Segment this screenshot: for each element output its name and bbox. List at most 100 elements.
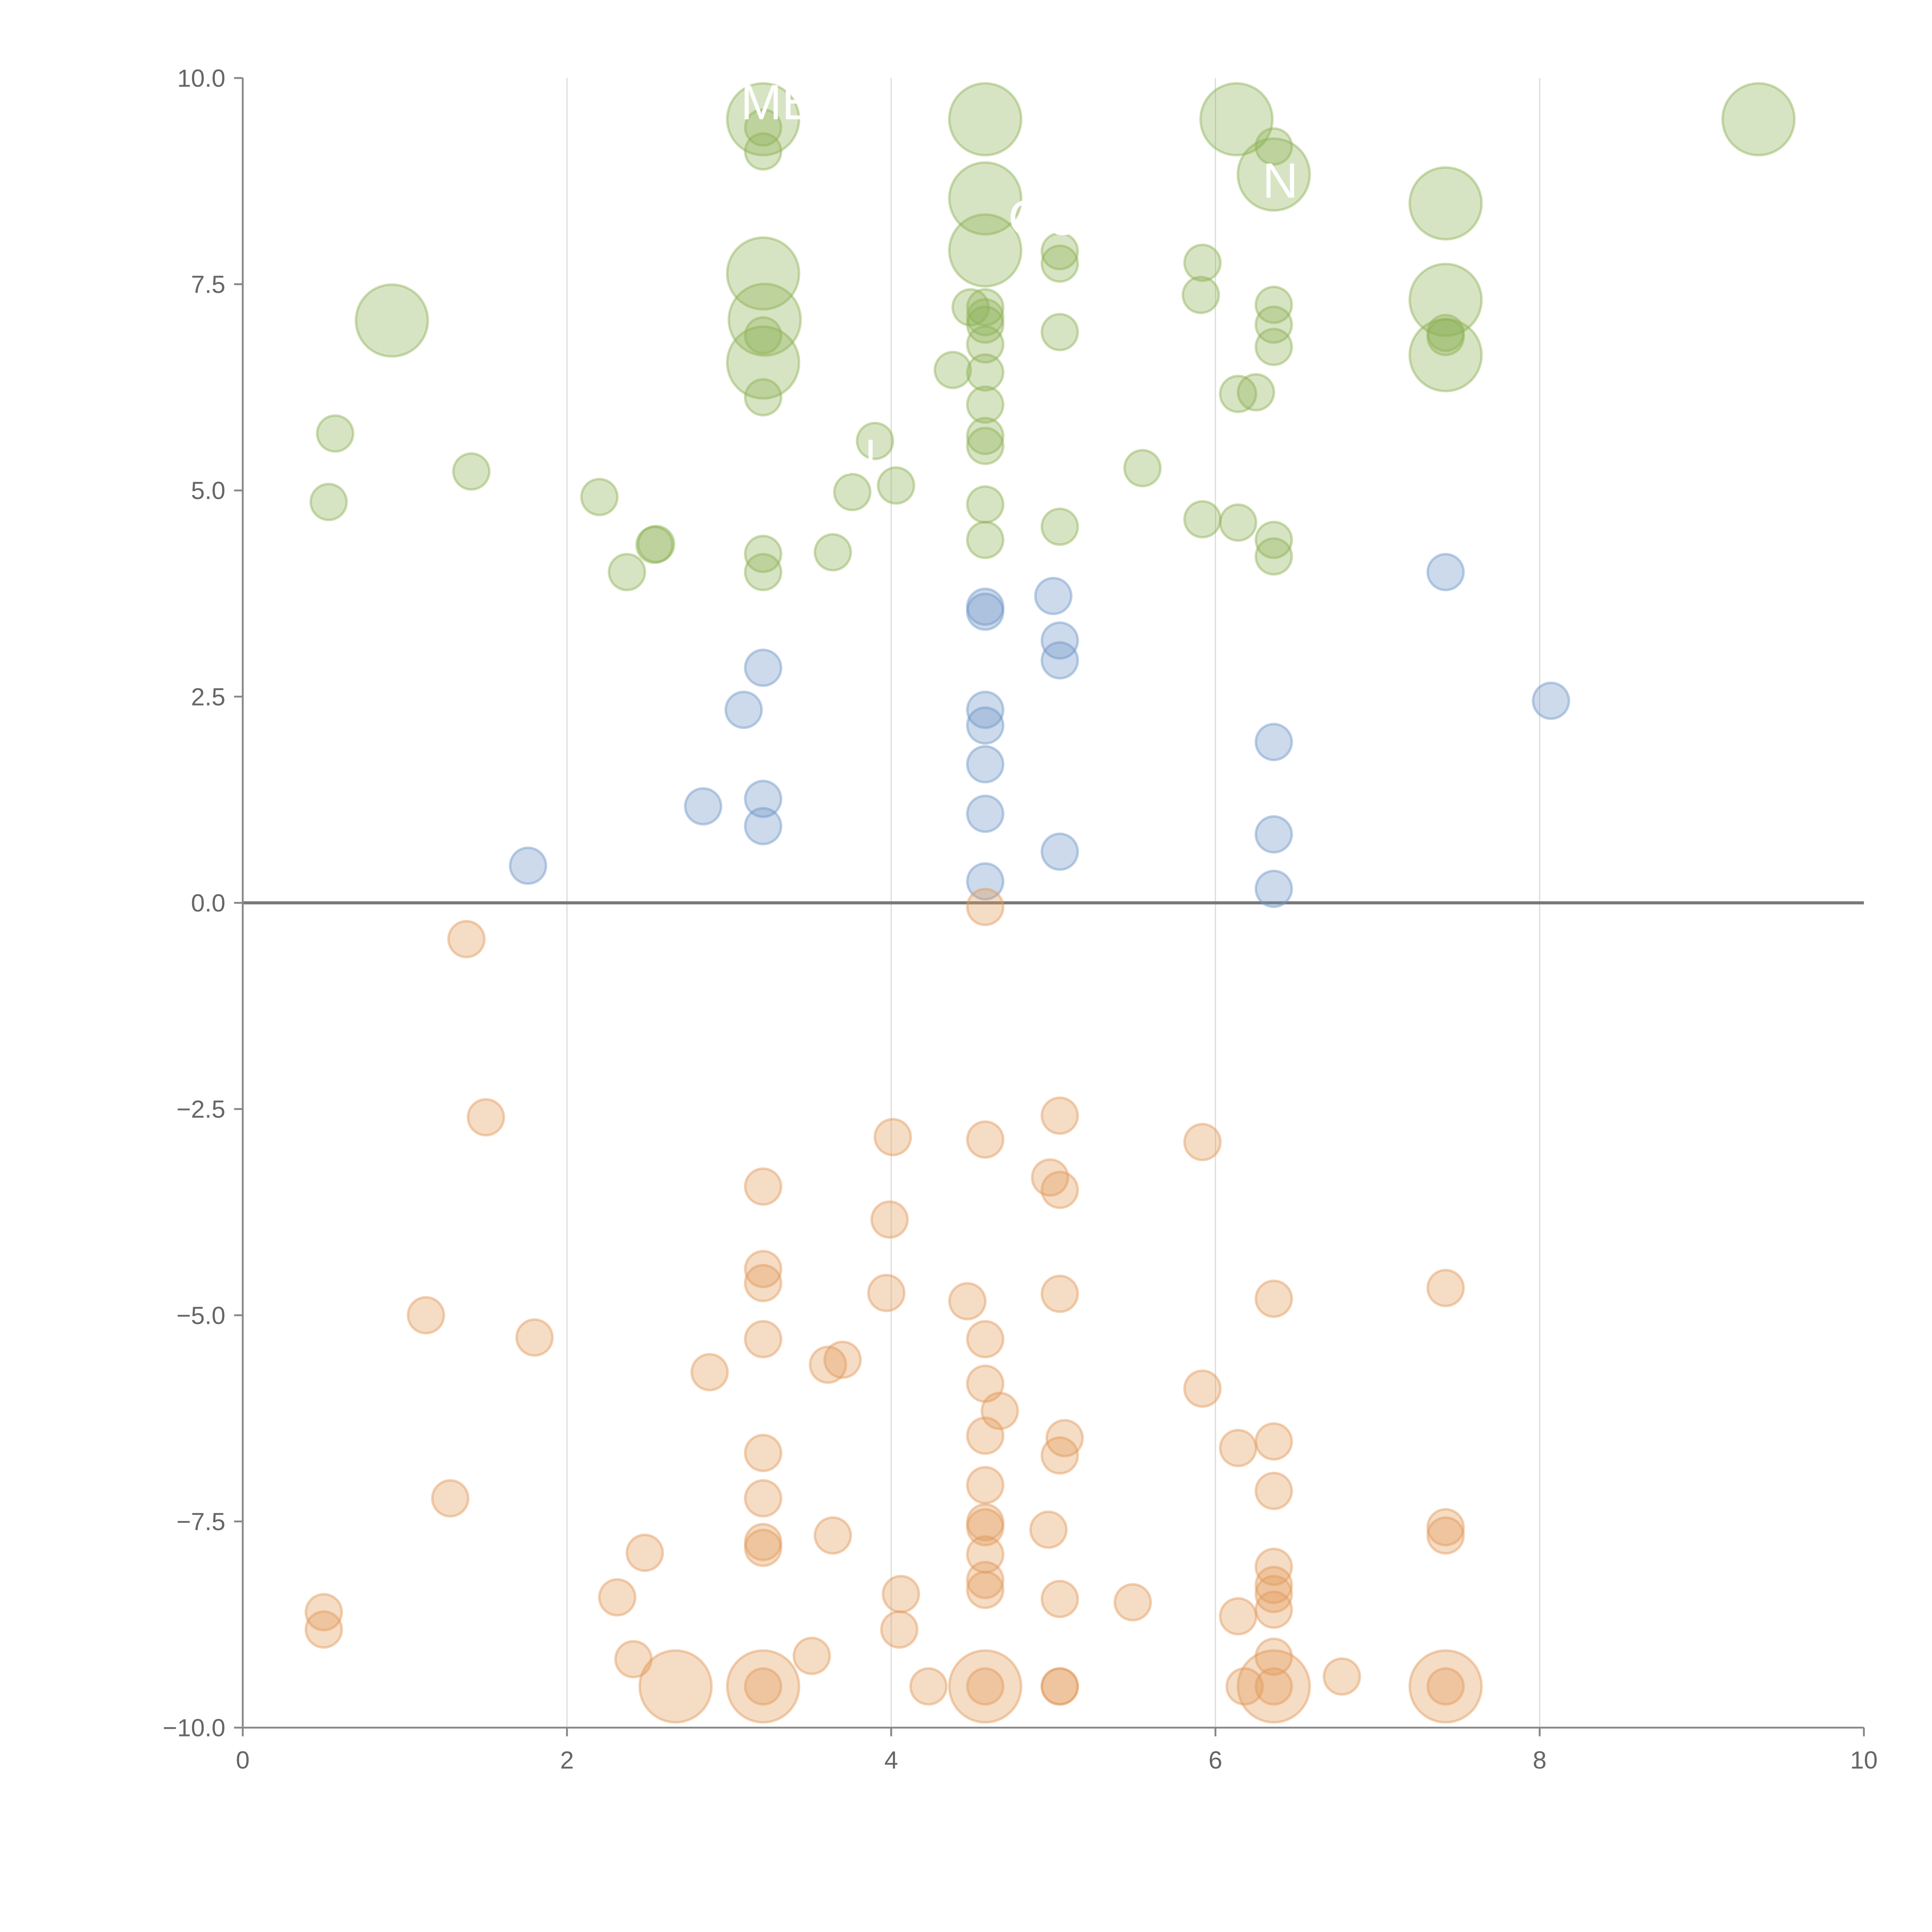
green-bubble — [1236, 373, 1276, 412]
green-bubble — [855, 422, 895, 460]
green-bubble — [744, 132, 782, 171]
orange-bubble — [870, 1200, 909, 1239]
annotation-label: CO — [1008, 190, 1082, 246]
green-bubble — [948, 82, 1022, 156]
orange-bubble — [1426, 1269, 1465, 1308]
orange-bubble — [1236, 1649, 1311, 1724]
green-bubble — [1199, 82, 1274, 156]
annotation-label: N — [841, 430, 877, 485]
green-bubble — [966, 298, 1005, 337]
orange-bubble — [873, 1118, 912, 1156]
green-bubble — [966, 520, 1005, 559]
orange-bubble — [966, 888, 1005, 926]
x-tick-label: 8 — [1533, 1746, 1547, 1774]
orange-bubble — [1254, 1637, 1293, 1676]
blue-bubble — [966, 862, 1005, 901]
y-tick-label: −10.0 — [163, 1714, 225, 1742]
green-bubble — [728, 282, 802, 357]
orange-bubble — [304, 1610, 343, 1649]
y-tick-label: 7.5 — [191, 270, 225, 298]
green-bubble — [607, 553, 646, 592]
green-bubble — [948, 161, 1022, 236]
blue-bubble — [744, 779, 782, 818]
blue-bubble — [684, 787, 723, 826]
orange-bubble — [880, 1610, 919, 1649]
green-bubble — [966, 485, 1005, 524]
orange-bubble — [1254, 1590, 1293, 1629]
y-tick-label: 10.0 — [177, 64, 226, 92]
blue-bubble — [966, 706, 1005, 745]
green-bubble — [813, 533, 852, 572]
y-tick-label: 2.5 — [191, 683, 225, 711]
green-bubble — [966, 325, 1005, 364]
blue-bubble — [966, 690, 1005, 729]
orange-bubble — [744, 1250, 782, 1288]
data-points — [304, 82, 1796, 1724]
orange-bubble — [1041, 1667, 1079, 1706]
orange-bubble — [980, 1391, 1019, 1430]
green-bubble — [1408, 318, 1483, 393]
x-tick-label: 0 — [236, 1746, 250, 1774]
orange-bubble — [1183, 1369, 1222, 1408]
orange-bubble — [793, 1636, 831, 1675]
orange-bubble — [744, 1320, 782, 1359]
orange-bubble — [1045, 1419, 1084, 1458]
blue-bubble — [1532, 681, 1570, 720]
green-bubble — [1219, 374, 1257, 413]
orange-bubble — [966, 1503, 1005, 1542]
green-bubble — [744, 534, 782, 573]
orange-bubble — [744, 1264, 782, 1303]
green-bubble — [744, 108, 782, 147]
orange-bubble — [744, 1167, 782, 1206]
orange-bubble — [1254, 1548, 1293, 1586]
green-bubble — [1123, 449, 1162, 488]
green-bubble — [726, 325, 801, 400]
orange-bubble — [1426, 1516, 1465, 1555]
green-bubble — [966, 385, 1005, 424]
green-bubble — [635, 526, 674, 564]
green-bubble — [316, 414, 355, 453]
orange-bubble — [744, 1479, 782, 1518]
blue-bubble — [1254, 723, 1293, 761]
blue-bubble — [966, 745, 1005, 784]
orange-bubble — [1254, 1279, 1293, 1318]
orange-bubble — [1323, 1657, 1361, 1696]
x-tick-label: 2 — [560, 1746, 574, 1774]
orange-bubble — [966, 1320, 1005, 1359]
x-tick-label: 6 — [1209, 1746, 1223, 1774]
blue-bubble — [1426, 553, 1465, 592]
orange-bubble — [614, 1640, 653, 1679]
green-bubble — [1041, 313, 1079, 352]
green-bubble — [1254, 520, 1293, 559]
green-bubble — [966, 288, 1005, 327]
orange-bubble — [1041, 1170, 1079, 1209]
green-bubble — [1254, 537, 1293, 576]
green-bubble — [637, 525, 675, 563]
orange-bubble — [948, 1649, 1022, 1724]
blue-bubble — [744, 807, 782, 845]
annotation-label: ME — [741, 75, 815, 130]
green-bubble — [355, 283, 429, 358]
green-bubble — [744, 553, 782, 592]
green-bubble — [726, 236, 801, 311]
orange-bubble — [1219, 1597, 1257, 1636]
orange-bubble — [1426, 1508, 1465, 1547]
green-bubble — [452, 452, 491, 491]
orange-bubble — [966, 1508, 1005, 1547]
orange-bubble — [1225, 1667, 1264, 1706]
green-bubble — [966, 353, 1005, 392]
y-tick-label: −2.5 — [177, 1095, 226, 1123]
orange-bubble — [809, 1345, 847, 1384]
green-bubble — [1041, 232, 1079, 270]
axis-ticks: 0 2 4 6 8 10 10.0 7.5 5.0 2.5 0.0 −2.5 −5.0 −7.5 −10.0 — [163, 64, 1878, 1774]
green-bubble — [1236, 137, 1311, 212]
green-bubble — [744, 378, 782, 417]
orange-bubble — [1041, 1096, 1079, 1135]
green-bubble — [966, 427, 1005, 465]
orange-bubble — [406, 1296, 445, 1335]
orange-bubble — [1254, 1422, 1293, 1461]
orange-bubble — [1113, 1583, 1152, 1622]
orange-bubble — [823, 1340, 862, 1379]
